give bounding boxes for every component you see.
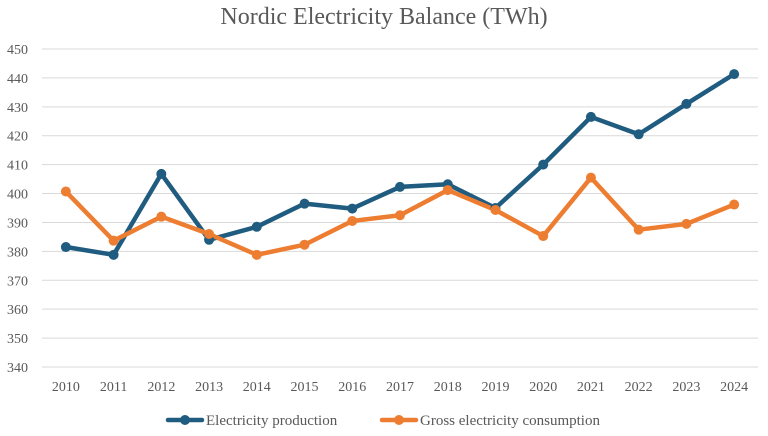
legend-label: Gross electricity consumption [420,413,600,429]
y-tick-label: 350 [7,332,28,347]
data-point [108,249,119,260]
legend-swatch-marker [180,415,190,425]
gridlines [42,48,758,368]
data-point [729,69,740,80]
x-tick-label: 2012 [147,380,175,395]
x-tick-label: 2016 [338,380,366,395]
x-tick-label: 2023 [672,380,700,395]
data-point [681,218,692,229]
x-tick-label: 2019 [481,380,509,395]
y-tick-label: 450 [7,43,28,58]
data-point [347,216,358,227]
x-tick-label: 2013 [195,380,223,395]
x-tick-label: 2015 [291,380,319,395]
data-point [442,185,453,196]
x-tick-label: 2018 [434,380,462,395]
data-point [729,199,740,210]
data-point [299,198,310,209]
series-points [60,69,740,260]
data-point [538,159,549,170]
x-tick-label: 2024 [720,380,748,395]
data-point [681,98,692,109]
legend: Electricity production Gross electricity … [165,413,600,429]
data-point [60,186,71,197]
x-tick-label: 2022 [625,380,653,395]
y-tick-label: 370 [7,274,28,289]
data-point [633,129,644,140]
data-point [347,203,358,214]
data-point [251,221,262,232]
data-point [633,224,644,235]
x-tick-label: 2014 [243,380,271,395]
x-tick-label: 2017 [386,380,414,395]
data-point [204,229,215,240]
y-tick-label: 410 [7,159,28,174]
data-point [60,242,71,253]
data-point [538,231,549,242]
legend-label: Electricity production [206,413,338,429]
data-point [156,168,167,179]
y-tick-label: 400 [7,188,28,203]
x-tick-label: 2010 [52,380,80,395]
y-tick-label: 360 [7,303,28,318]
y-tick-label: 380 [7,245,28,260]
data-point [490,205,501,216]
data-point [585,111,596,122]
y-tick-label: 420 [7,130,28,145]
data-point [395,181,405,192]
x-axis-tick-labels: 2010 2011 2012 2013 2014 2015 2016 2017 2018 2019… [52,380,748,395]
data-point [395,210,405,221]
y-tick-label: 340 [7,361,28,376]
y-tick-label: 440 [7,72,28,87]
x-tick-label: 2020 [529,380,557,395]
chart-title: Nordic Electricity Balance (TWh) [220,4,547,30]
data-point [251,249,262,260]
y-axis-tick-labels: 340 350 360 370 380 390 400 410 420 430 440 450 [7,43,28,376]
y-tick-label: 430 [7,101,28,116]
legend-swatch-marker [394,415,404,425]
y-tick-label: 390 [7,216,28,231]
data-point [299,239,310,250]
data-point [585,172,596,183]
data-point [108,235,119,246]
x-tick-label: 2021 [577,380,605,395]
data-point [156,211,167,222]
x-tick-label: 2011 [100,380,127,395]
